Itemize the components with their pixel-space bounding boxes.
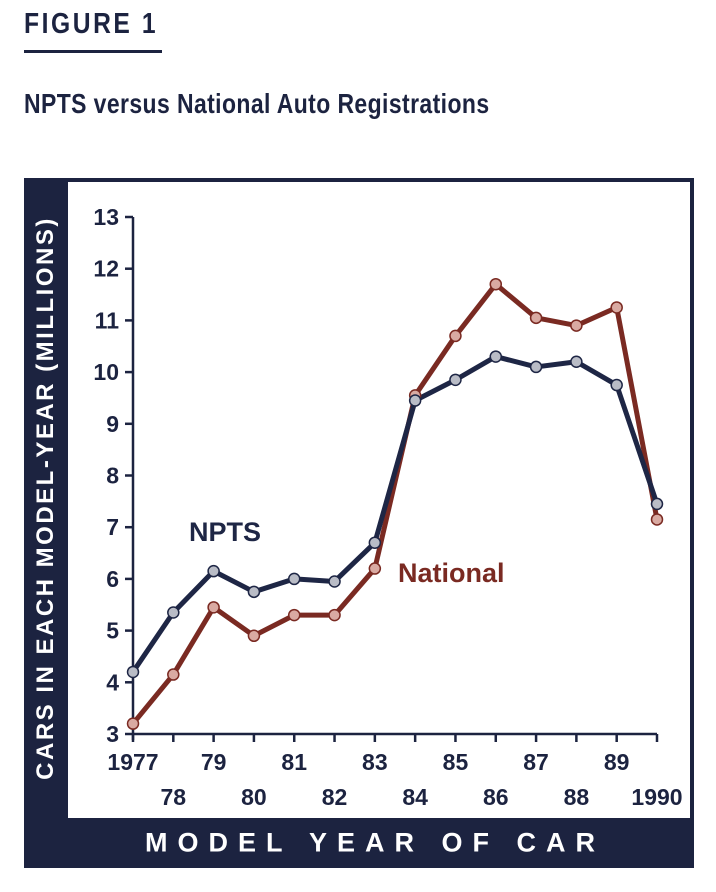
data-point-npts — [167, 606, 180, 619]
chart-title: NPTS versus National Auto Registrations — [24, 88, 490, 119]
data-point-npts — [529, 360, 543, 374]
x-tick-label: 1977 — [107, 749, 158, 775]
data-point-national — [529, 311, 543, 325]
x-tick-label: 85 — [443, 749, 469, 775]
data-point-national — [489, 277, 503, 291]
data-point-npts — [650, 497, 664, 511]
figure-label-underline — [24, 50, 162, 53]
data-point-npts — [328, 575, 341, 588]
y-tick-label: 10 — [93, 359, 119, 385]
data-point-national — [650, 513, 664, 526]
data-point-national — [449, 329, 462, 343]
y-tick-label: 7 — [106, 514, 119, 540]
data-point-npts — [287, 572, 301, 586]
x-tick-label: 81 — [281, 749, 307, 775]
x-tick-label: 82 — [322, 784, 348, 810]
x-tick-label: 78 — [161, 784, 187, 810]
data-point-npts — [570, 355, 583, 369]
data-point-national — [368, 562, 382, 575]
data-point-national — [167, 668, 180, 681]
x-tick-label: 79 — [201, 749, 227, 775]
y-tick-label: 3 — [106, 721, 119, 747]
series-line-npts — [130, 354, 660, 675]
data-point-national — [570, 319, 583, 332]
data-point-national — [126, 717, 140, 730]
x-tick-label: 1990 — [631, 784, 682, 810]
series-markers — [126, 277, 664, 730]
data-point-national — [207, 601, 220, 614]
data-point-npts — [408, 394, 422, 407]
axes: 3456789101112131977787980818283848586878… — [93, 204, 682, 810]
x-tick-label: 83 — [362, 749, 388, 775]
series-label-national: National — [398, 558, 505, 588]
y-tick-label: 9 — [106, 411, 119, 437]
x-tick-label: 86 — [483, 784, 509, 810]
y-tick-label: 4 — [106, 669, 119, 695]
x-tick-label: 84 — [402, 784, 428, 810]
x-axis-label: MODEL YEAR OF CAR — [144, 827, 606, 858]
series-lines — [130, 281, 660, 727]
series-labels: NPTS National — [189, 517, 505, 588]
data-point-npts — [126, 665, 140, 679]
x-tick-label: 88 — [564, 784, 590, 810]
y-tick-label: 13 — [93, 204, 119, 230]
y-tick-label: 6 — [106, 566, 119, 592]
data-point-npts — [489, 350, 503, 363]
figure-label: FIGURE 1 — [24, 8, 159, 40]
data-point-npts — [368, 536, 382, 549]
y-tick-label: 11 — [95, 307, 120, 333]
data-point-national — [247, 629, 261, 643]
y-tick-label: 8 — [106, 463, 119, 489]
data-point-npts — [449, 373, 462, 387]
x-tick-label: 87 — [523, 749, 549, 775]
data-point-national — [328, 608, 341, 622]
x-tick-label: 89 — [604, 749, 630, 775]
y-tick-label: 12 — [93, 256, 119, 282]
data-point-npts — [247, 585, 261, 599]
data-point-npts — [207, 564, 220, 578]
series-label-npts: NPTS — [189, 517, 261, 547]
data-point-national — [287, 608, 301, 622]
y-tick-label: 5 — [106, 618, 119, 644]
plot-panel — [68, 182, 690, 818]
series-line-national — [130, 281, 660, 727]
x-tick-label: 80 — [241, 784, 267, 810]
data-point-national — [610, 301, 623, 314]
data-point-npts — [610, 378, 623, 392]
